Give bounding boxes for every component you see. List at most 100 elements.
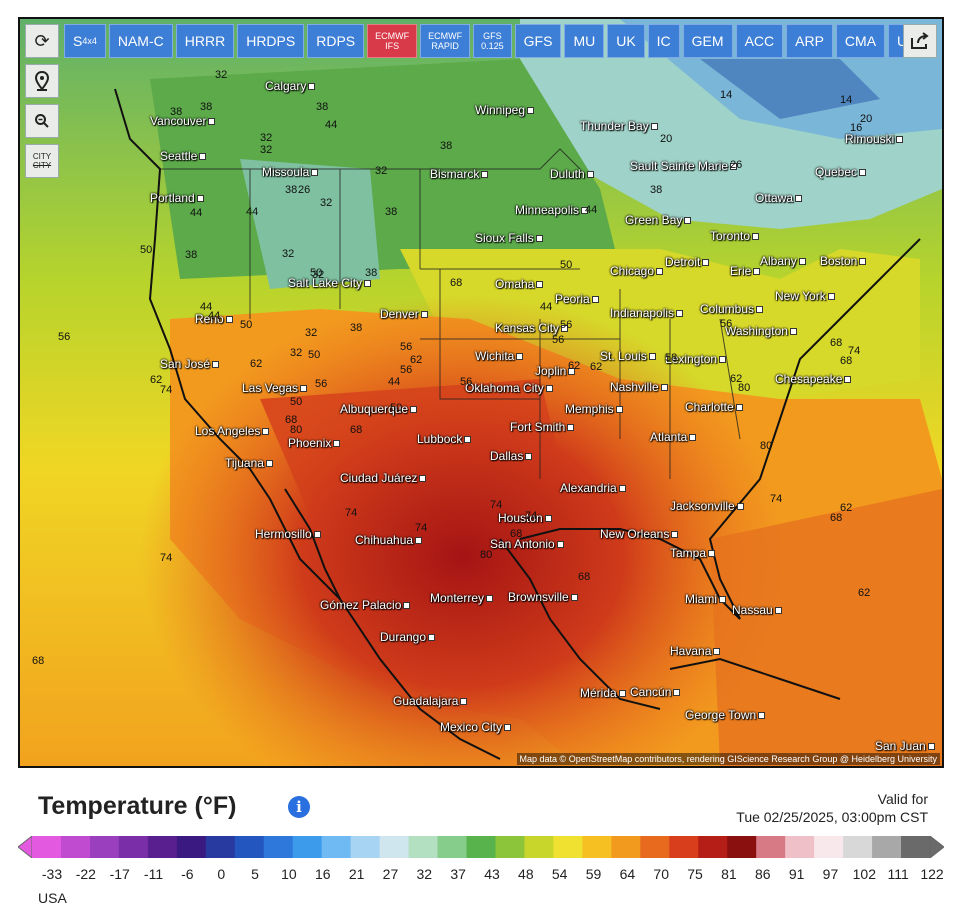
city-marker (756, 306, 764, 313)
city-marker (403, 602, 411, 609)
temperature-value: 26 (730, 159, 743, 171)
model-button-arp[interactable]: ARP (786, 24, 833, 58)
city-name: Cancún (630, 685, 672, 699)
temperature-value: 56 (400, 341, 413, 353)
city-name: St. Louis (600, 349, 647, 363)
city-toggle-label: CITY (32, 152, 52, 161)
temperature-value: 20 (860, 113, 873, 125)
refresh-button[interactable]: ⟳ (25, 24, 59, 58)
scale-ticks: -33 -22 -17 -11 -6 0 5 10 16 21 27 32 37 43 48 54 59 64 70… (38, 866, 944, 884)
model-button-uk[interactable]: UK (607, 24, 645, 58)
model-button-hrrr[interactable]: HRRR (175, 24, 235, 58)
city-marker (798, 258, 806, 265)
city-label: Brownsville (508, 590, 578, 604)
temperature-value: 32 (375, 165, 388, 177)
scale-tick-label: 32 (416, 866, 433, 882)
city-name: Chesapeake (775, 372, 843, 386)
scale-tick-label: 5 (251, 866, 259, 882)
model-button-ecmwf-rapid[interactable]: ECMWF RAPID (420, 24, 471, 58)
model-button-gem[interactable]: GEM (682, 24, 733, 58)
city-name: Gómez Palacio (320, 598, 402, 612)
temperature-value: 68 (840, 355, 853, 367)
city-name: Albuquerque (340, 402, 409, 416)
model-button-cma[interactable]: CMA (835, 24, 886, 58)
model-button-ic[interactable]: IC (647, 24, 680, 58)
city-label: Albany (760, 254, 806, 268)
scale-swatch (698, 836, 728, 858)
temperature-value: 62 (250, 358, 263, 370)
city-marker (650, 123, 658, 130)
city-name: Minneapolis (515, 203, 580, 217)
scale-swatch (611, 836, 641, 858)
city-marker (708, 550, 716, 557)
model-button-rdps[interactable]: RDPS (307, 24, 365, 58)
zoom-button[interactable] (25, 104, 59, 138)
location-button[interactable] (25, 64, 59, 98)
refresh-icon: ⟳ (34, 30, 50, 51)
city-name: Thunder Bay (580, 119, 649, 133)
city-label: Fort Smith (510, 420, 575, 434)
city-marker (364, 280, 372, 287)
model-button-mu[interactable]: MU (564, 24, 605, 58)
city-label: Thunder Bay (580, 119, 658, 133)
model-button-ecmwf-ifs[interactable]: ECMWF IFS (367, 24, 418, 58)
scale-swatch (89, 836, 120, 858)
model-button-acc[interactable]: ACC (735, 24, 784, 58)
temperature-value: 50 (390, 402, 403, 414)
city-label: Albuquerque (340, 402, 418, 416)
model-button-s4x4[interactable]: S 4x4 (64, 24, 106, 58)
city-name: Erie (730, 264, 752, 278)
scale-swatch (263, 836, 294, 858)
temperature-value: 38 (285, 184, 298, 196)
scale-tick-label: 70 (653, 866, 670, 882)
city-label: Portland (150, 191, 204, 205)
city-name: Lexington (665, 352, 718, 366)
scale-swatch (727, 836, 757, 858)
city-name: Detroit (665, 255, 701, 269)
scale-tick-label: -33 (41, 866, 63, 882)
scale-tick-label: 97 (822, 866, 839, 882)
scale-swatch (60, 836, 91, 858)
city-label: San José (160, 357, 220, 371)
temperature-value: 62 (150, 374, 163, 386)
temperature-value: 50 (310, 267, 323, 279)
city-toggle-label-struck: CITY (32, 161, 52, 170)
city-label: Omaha (495, 277, 544, 291)
weather-map[interactable]: S 4x4 NAM-C HRRR HRDPS RDPS ECMWF IFS ECMWF RAPID… (18, 17, 944, 768)
city-label: Chicago (610, 264, 664, 278)
share-icon (911, 32, 929, 49)
city-marker (556, 541, 564, 548)
temperature-value: 20 (660, 133, 673, 145)
city-label: Jacksonville (670, 499, 744, 513)
info-icon[interactable]: i (288, 796, 310, 818)
city-toggle-button[interactable]: CITY CITY (25, 144, 59, 178)
scale-swatch (524, 836, 554, 858)
city-name: Charlotte (685, 400, 734, 414)
scale-swatch (408, 836, 439, 858)
city-label: Cancún (630, 685, 681, 699)
city-name: Fort Smith (510, 420, 566, 434)
scale-tick-label: 81 (721, 866, 737, 882)
scale-swatch (901, 836, 931, 858)
scale-swatch (872, 836, 902, 858)
temperature-value: 56 (552, 334, 565, 346)
model-button-hrdps[interactable]: HRDPS (237, 24, 305, 58)
city-name: San Juan (875, 739, 926, 753)
share-button[interactable] (903, 24, 937, 58)
scale-swatch (553, 836, 583, 858)
temperature-value: 56 (460, 376, 473, 388)
temperature-value: 32 (305, 327, 318, 339)
city-label: Calgary (265, 79, 316, 93)
model-button-gfs[interactable]: GFS (514, 24, 562, 58)
temperature-value: 74 (525, 510, 538, 522)
city-name: Duluth (550, 167, 585, 181)
city-marker (536, 281, 544, 288)
temperature-value: 68 (285, 414, 298, 426)
city-label: Havana (670, 644, 721, 658)
temperature-value: 14 (840, 94, 853, 106)
model-button-gfs-0-125[interactable]: GFS 0.125 (473, 24, 512, 58)
city-label: Joplin (535, 364, 576, 378)
model-button-nam-c[interactable]: NAM-C (108, 24, 173, 58)
temperature-value: 32 (290, 347, 303, 359)
temperature-value: 50 (308, 349, 321, 361)
